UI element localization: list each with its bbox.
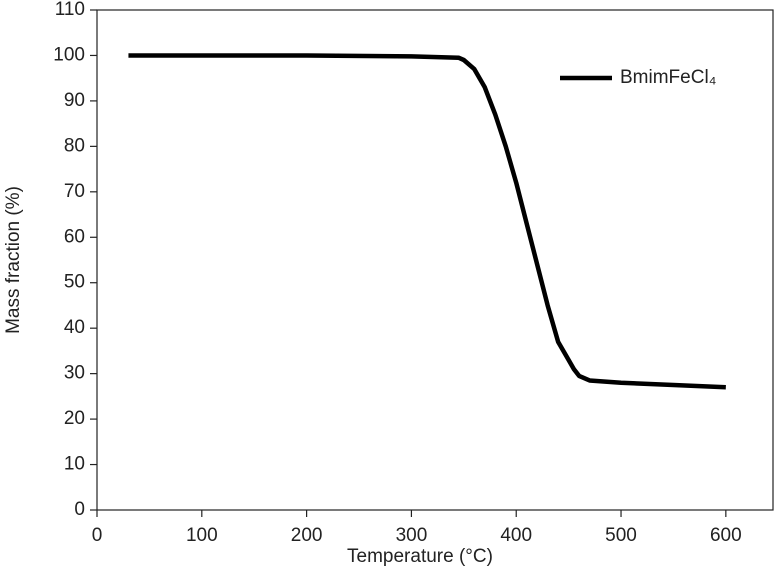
y-tick-label: 80 xyxy=(64,135,85,156)
x-tick-label: 200 xyxy=(291,525,323,546)
y-axis-label: Mass fraction (%) xyxy=(3,186,24,334)
y-tick-label: 110 xyxy=(55,0,85,20)
y-tick-label: 40 xyxy=(64,317,85,338)
x-tick-label: 500 xyxy=(605,525,637,546)
x-axis-label: Temperature (°C) xyxy=(347,546,493,567)
y-tick-label: 10 xyxy=(64,454,85,475)
x-tick-label: 100 xyxy=(186,525,218,546)
y-tick-label: 100 xyxy=(53,44,85,65)
legend-label: BmimFeCl₄ xyxy=(620,67,717,88)
x-tick-label: 600 xyxy=(710,525,742,546)
y-tick-label: 90 xyxy=(64,90,85,111)
y-tick-label: 20 xyxy=(64,408,85,429)
plot-frame xyxy=(96,9,774,511)
y-tick-label: 50 xyxy=(64,272,85,293)
y-tick-label: 30 xyxy=(64,363,85,384)
x-tick-label: 300 xyxy=(396,525,428,546)
y-tick-label: 0 xyxy=(74,499,85,520)
y-tick-label: 60 xyxy=(64,226,85,247)
x-tick-label: 0 xyxy=(92,525,103,546)
x-tick-label: 400 xyxy=(500,525,532,546)
y-tick-label: 70 xyxy=(64,181,85,202)
data-line xyxy=(128,53,726,390)
